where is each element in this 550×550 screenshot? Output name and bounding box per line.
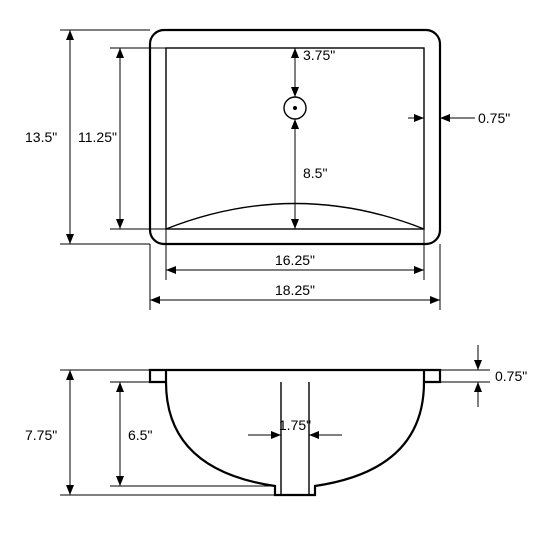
dim-inner-height: 11.25" bbox=[78, 48, 166, 229]
dim-bowl-depth: 6.5" bbox=[110, 382, 275, 486]
side-rim-outline bbox=[150, 370, 440, 382]
dim-drain-to-top: 3.75" bbox=[291, 47, 335, 97]
dim-bowl-depth-label: 6.5" bbox=[128, 427, 152, 443]
dim-drain-width: 1.75" bbox=[248, 417, 342, 439]
sink-dimension-diagram: 3.75" 8.5" 0.75" 13.5" bbox=[0, 0, 550, 550]
dim-flange-label: 0.75" bbox=[478, 110, 510, 126]
dim-overall-height-label: 13.5" bbox=[25, 129, 57, 145]
dim-drain-to-bottom-label: 8.5" bbox=[303, 165, 327, 181]
dim-drain-to-top-label: 3.75" bbox=[303, 47, 335, 63]
dim-drain-to-bottom: 8.5" bbox=[291, 119, 327, 229]
dim-rim-height: 0.75" bbox=[440, 345, 527, 407]
drain-center-dot bbox=[293, 106, 297, 110]
side-bowl-outline bbox=[166, 382, 424, 495]
dim-drain-width-label: 1.75" bbox=[279, 417, 311, 433]
dim-rim-height-label: 0.75" bbox=[495, 368, 527, 384]
side-view: 1.75" 0.75" 6.5" 7.75" bbox=[25, 345, 527, 495]
dim-overall-width-label: 18.25" bbox=[275, 282, 315, 298]
dim-inner-height-label: 11.25" bbox=[78, 129, 117, 145]
dim-inner-width-label: 16.25" bbox=[275, 252, 315, 268]
top-view: 3.75" 8.5" 0.75" 13.5" bbox=[25, 30, 510, 310]
dim-overall-depth-label: 7.75" bbox=[25, 427, 57, 443]
dim-inner-width: 16.25" bbox=[166, 229, 424, 280]
